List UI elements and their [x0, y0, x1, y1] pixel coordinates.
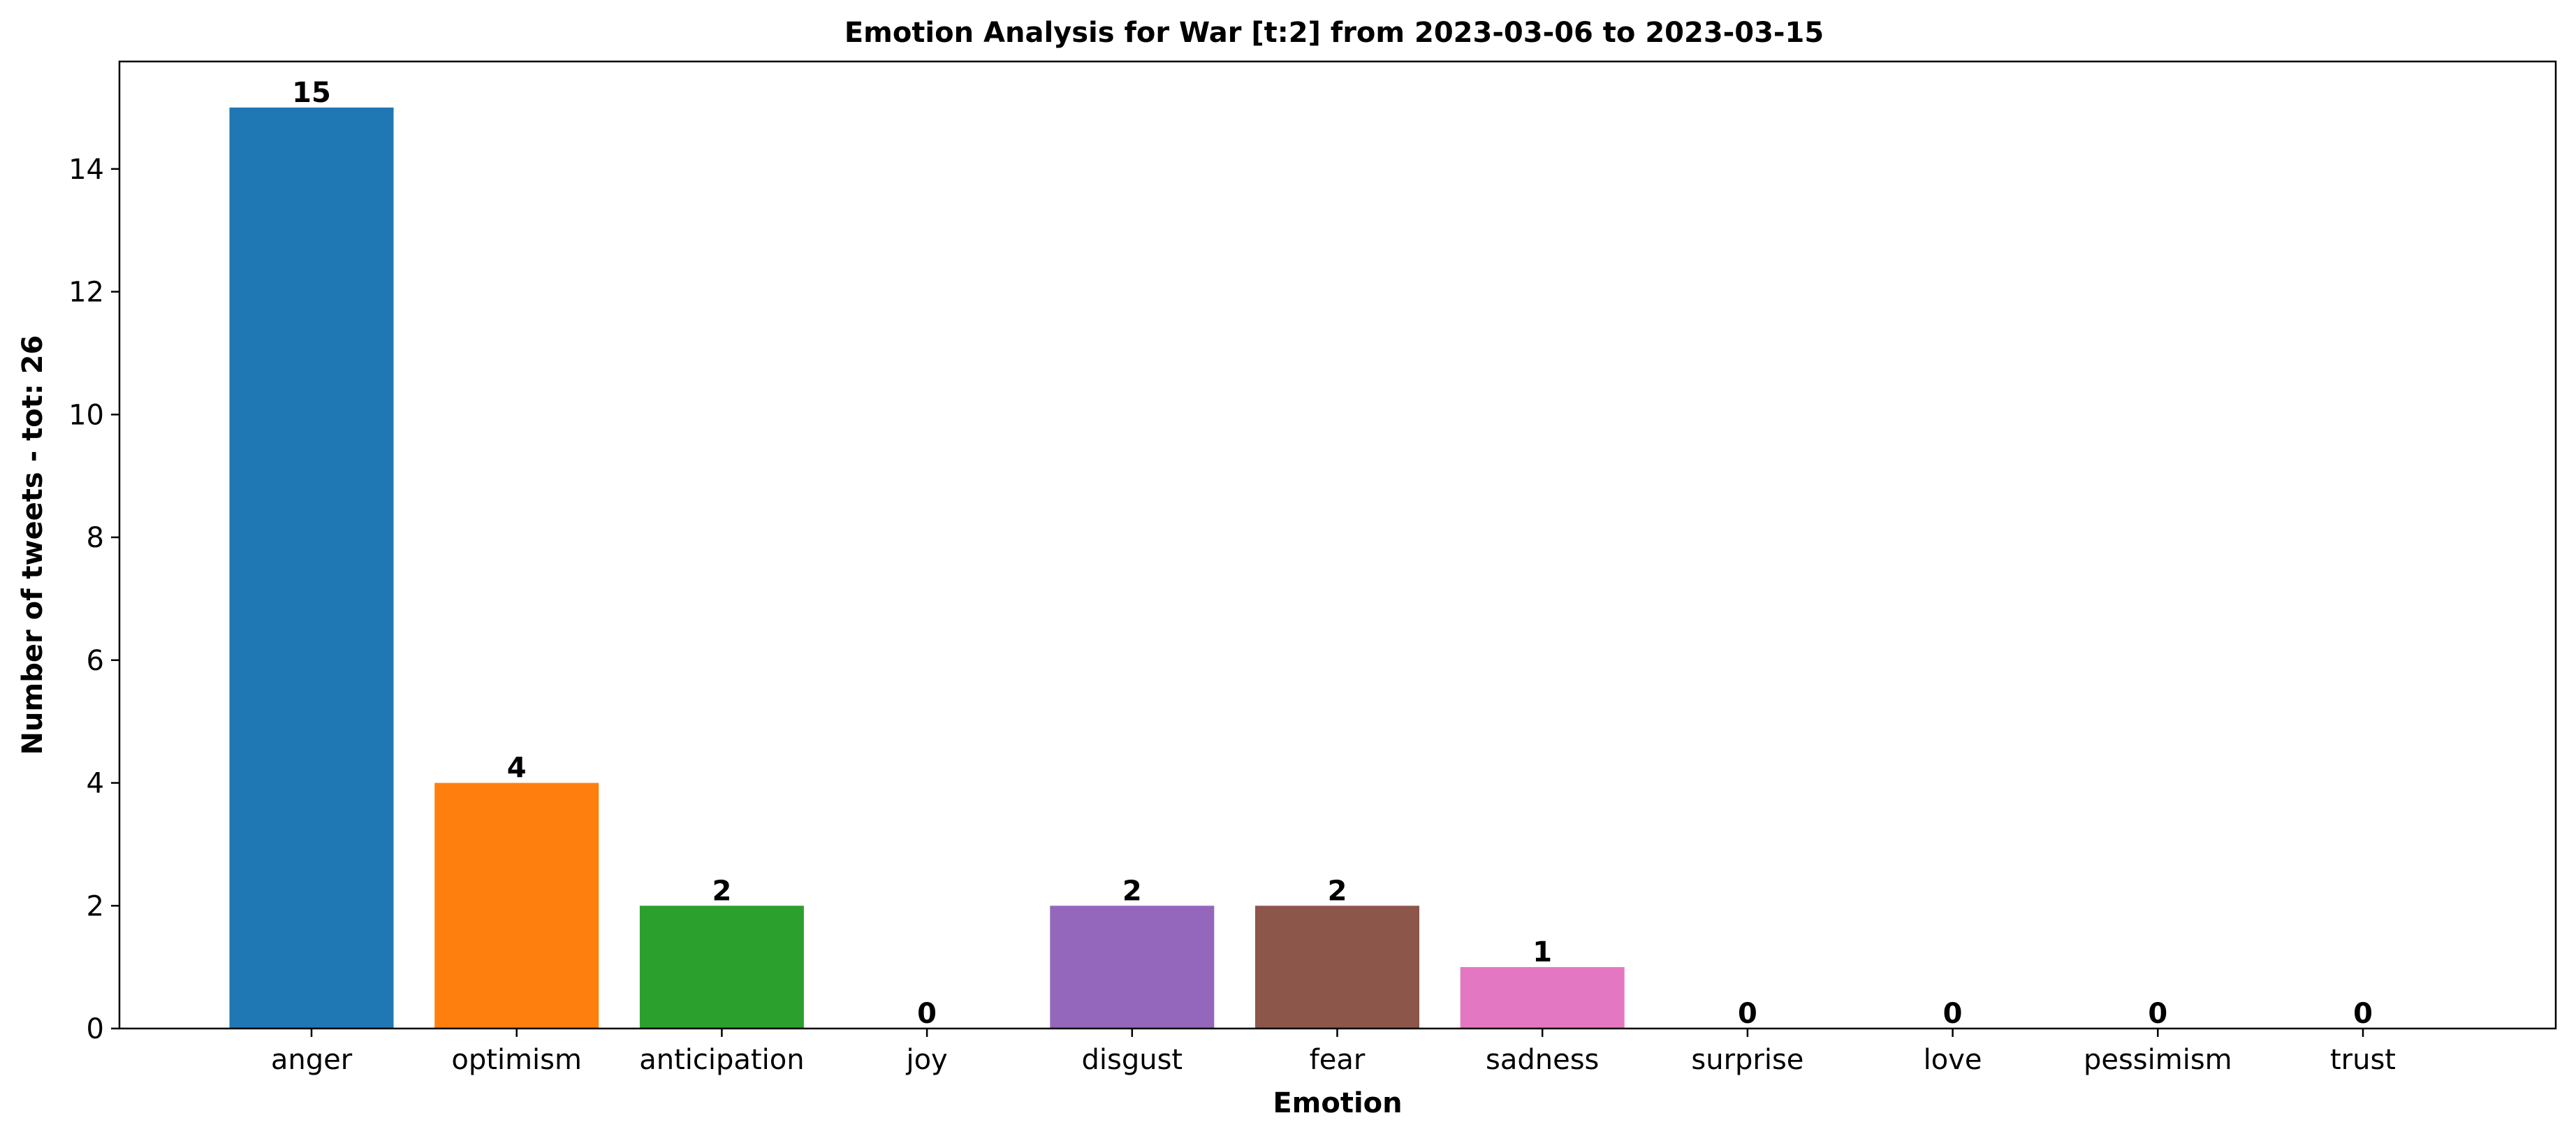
x-axis-label: Emotion — [1273, 1087, 1402, 1119]
bar-disgust — [1050, 906, 1215, 1029]
x-tick-label-trust: trust — [2330, 1044, 2396, 1076]
x-tick-label-anger: anger — [271, 1044, 353, 1076]
data-label-surprise: 0 — [1738, 998, 1757, 1030]
data-labels-layer: 15 4 2 0 2 2 1 0 0 0 0 — [292, 77, 2373, 1030]
y-tick-label-10: 10 — [68, 399, 104, 431]
data-label-love: 0 — [1943, 998, 1963, 1030]
data-label-fear: 2 — [1328, 875, 1347, 907]
bars-layer — [229, 107, 1625, 1029]
bar-fear — [1255, 906, 1419, 1029]
chart-title: Emotion Analysis for War [t:2] from 2023… — [844, 17, 1824, 49]
data-label-trust: 0 — [2353, 998, 2373, 1030]
x-tick-label-optimism: optimism — [451, 1044, 582, 1076]
y-tick-label-8: 8 — [87, 522, 104, 554]
data-label-anticipation: 2 — [712, 875, 731, 907]
data-label-pessimism: 0 — [2148, 998, 2167, 1030]
x-tick-label-anticipation: anticipation — [639, 1044, 804, 1076]
y-tick-label-12: 12 — [68, 277, 104, 309]
x-tick-label-joy: joy — [905, 1044, 947, 1076]
x-axis: anger optimism anticipation joy disgust fear s… — [271, 1029, 2396, 1076]
bar-anticipation — [639, 906, 804, 1029]
y-axis-label: Number of tweets - tot: 26 — [17, 335, 49, 755]
y-tick-label-2: 2 — [87, 890, 104, 922]
x-tick-label-fear: fear — [1310, 1044, 1366, 1076]
y-tick-label-0: 0 — [87, 1013, 104, 1045]
y-tick-label-14: 14 — [68, 154, 104, 186]
x-tick-label-sadness: sadness — [1486, 1044, 1599, 1076]
y-tick-label-4: 4 — [87, 768, 104, 800]
data-label-sadness: 1 — [1532, 936, 1552, 968]
data-label-anger: 15 — [292, 77, 331, 109]
bar-sadness — [1460, 967, 1625, 1029]
x-tick-label-disgust: disgust — [1081, 1044, 1183, 1076]
bar-anger — [229, 107, 394, 1029]
x-tick-label-pessimism: pessimism — [2084, 1044, 2232, 1076]
x-tick-label-surprise: surprise — [1691, 1044, 1803, 1076]
y-tick-label-6: 6 — [87, 645, 104, 677]
data-label-disgust: 2 — [1122, 875, 1142, 907]
y-axis: 0 2 4 6 8 10 12 14 — [68, 154, 119, 1045]
bar-optimism — [434, 783, 599, 1029]
data-label-joy: 0 — [917, 998, 937, 1030]
x-tick-label-love: love — [1924, 1044, 1982, 1076]
data-label-optimism: 4 — [507, 753, 527, 785]
